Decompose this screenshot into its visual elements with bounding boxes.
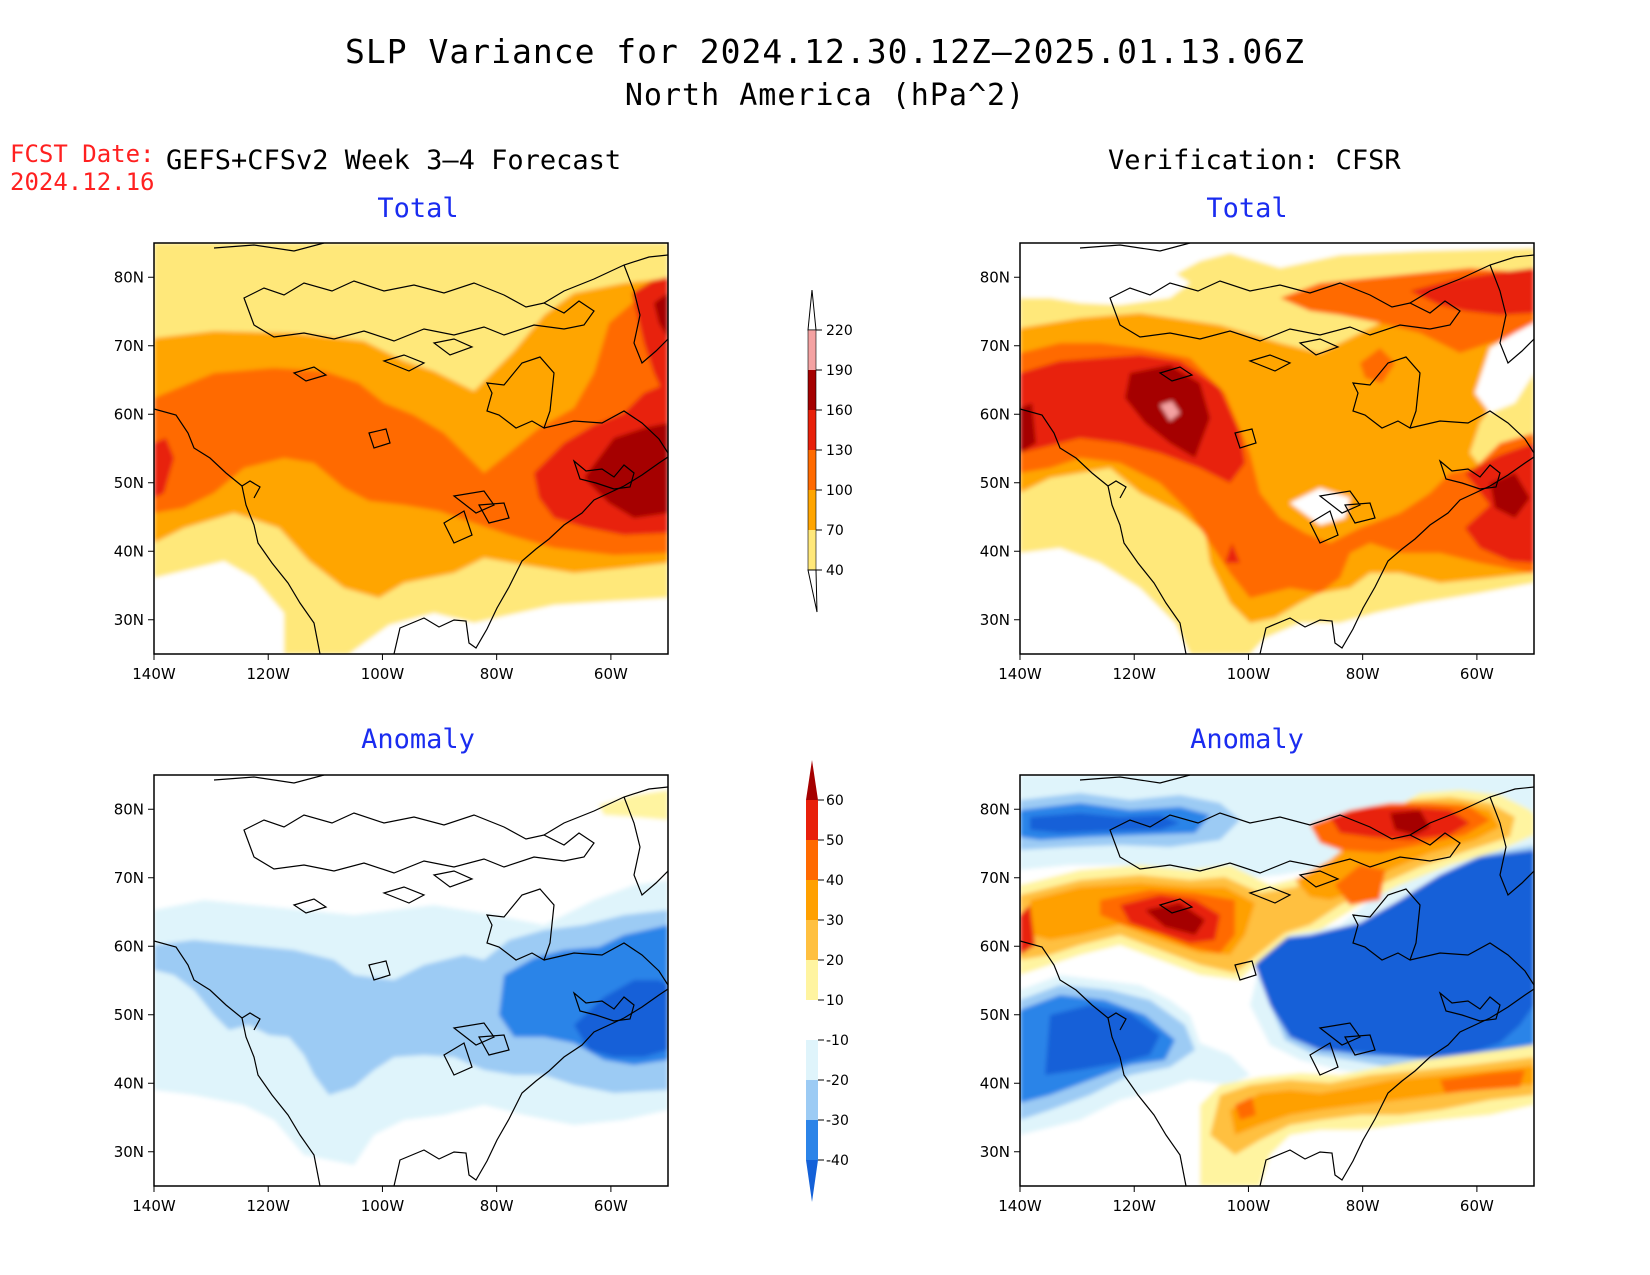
anomaly-colorbar-label: 50 (826, 833, 844, 849)
forecast-date-value: 2024.12.16 (10, 168, 155, 196)
lon-tick-label: 120W (1112, 1197, 1156, 1215)
lon-tick-label: 60W (1460, 665, 1494, 683)
lat-tick-label: 70N (114, 337, 144, 355)
lat-tick-label: 70N (114, 869, 144, 887)
lat-tick-label: 60N (114, 405, 144, 423)
lon-tick-label: 140W (998, 665, 1042, 683)
lon-tick-label: 120W (1112, 665, 1156, 683)
anomaly-colorbar: -40 -30 -20 -10 10 20 30 40 50 60 (806, 760, 849, 1202)
lon-tick-label: 80W (1346, 665, 1380, 683)
lat-tick-label: 70N (980, 337, 1010, 355)
panel-title-fcst-total: Total (377, 193, 459, 224)
anomaly-colorbar-label: -30 (826, 1113, 849, 1129)
lat-tick-label: 60N (980, 405, 1010, 423)
lat-tick-label: 60N (114, 937, 144, 955)
anomaly-colorbar-label: 10 (826, 993, 844, 1009)
lon-tick-label: 60W (1460, 1197, 1494, 1215)
anomaly-colorbar-label: 60 (826, 793, 844, 809)
lat-tick-label: 30N (980, 611, 1010, 629)
total-colorbar-label: 40 (826, 563, 844, 579)
lon-tick-label: 120W (246, 665, 290, 683)
lat-tick-label: 40N (114, 1074, 144, 1092)
lat-tick-label: 50N (980, 1006, 1010, 1024)
left-column-title: GEFS+CFSv2 Week 3–4 Forecast (166, 145, 622, 176)
lat-tick-label: 80N (114, 800, 144, 818)
anomaly-colorbar-label: 30 (826, 913, 844, 929)
main-subtitle: North America (hPa^2) (624, 78, 1026, 113)
lat-tick-label: 50N (980, 474, 1010, 492)
lat-tick-label: 70N (980, 869, 1010, 887)
lon-tick-label: 80W (1346, 1197, 1380, 1215)
lat-tick-label: 30N (114, 1143, 144, 1161)
lon-tick-label: 80W (480, 1197, 514, 1215)
lat-tick-label: 40N (114, 542, 144, 560)
lat-tick-label: 80N (980, 800, 1010, 818)
total-colorbar-label: 220 (826, 323, 853, 339)
panel-fcst-anomaly (153, 774, 669, 1187)
total-colorbar: 40 70 100 130 160 190 220 (807, 289, 853, 613)
anomaly-colorbar-label: -10 (826, 1033, 849, 1049)
anomaly-colorbar-label: 40 (826, 873, 844, 889)
panel-title-fcst-anomaly: Anomaly (361, 724, 475, 755)
total-colorbar-label: 70 (826, 523, 844, 539)
anomaly-colorbar-label: -20 (826, 1073, 849, 1089)
lon-tick-label: 100W (1227, 665, 1271, 683)
lat-tick-label: 40N (980, 1074, 1010, 1092)
lon-tick-label: 80W (480, 665, 514, 683)
total-colorbar-label: 160 (826, 403, 853, 419)
right-column-title: Verification: CFSR (1108, 145, 1401, 176)
panel-verif-total (1019, 242, 1535, 655)
lat-tick-label: 80N (980, 268, 1010, 286)
lon-tick-label: 140W (132, 1197, 176, 1215)
lat-tick-label: 50N (114, 1006, 144, 1024)
lat-tick-label: 80N (114, 268, 144, 286)
lon-tick-label: 60W (594, 665, 628, 683)
panel-title-verif-anomaly: Anomaly (1190, 724, 1304, 755)
panel-title-verif-total: Total (1206, 193, 1288, 224)
lon-tick-label: 100W (361, 665, 405, 683)
lon-tick-label: 100W (361, 1197, 405, 1215)
lat-tick-label: 60N (980, 937, 1010, 955)
lon-tick-label: 140W (132, 665, 176, 683)
total-colorbar-label: 130 (826, 443, 853, 459)
lon-tick-label: 60W (594, 1197, 628, 1215)
axes-layer: 30N 40N 50N 60N 70N 80N 140W 120W 100W 80W 60W 30N 4… (114, 268, 1494, 1215)
lat-tick-label: 30N (114, 611, 144, 629)
lon-tick-label: 120W (246, 1197, 290, 1215)
lat-tick-label: 40N (980, 542, 1010, 560)
lat-tick-label: 50N (114, 474, 144, 492)
lon-tick-label: 100W (1227, 1197, 1271, 1215)
forecast-date-label: FCST Date: (10, 140, 155, 168)
anomaly-colorbar-label: 20 (826, 953, 844, 969)
forecast-date-block: FCST Date: 2024.12.16 (10, 140, 155, 196)
panel-verif-anomaly (1019, 774, 1535, 1187)
total-colorbar-label: 100 (826, 483, 853, 499)
lon-tick-label: 140W (998, 1197, 1042, 1215)
panel-fcst-total (153, 242, 669, 655)
main-title: SLP Variance for 2024.12.30.12Z–2025.01.… (345, 32, 1305, 71)
anomaly-colorbar-label: -40 (826, 1153, 849, 1169)
total-colorbar-label: 190 (826, 363, 853, 379)
lat-tick-label: 30N (980, 1143, 1010, 1161)
